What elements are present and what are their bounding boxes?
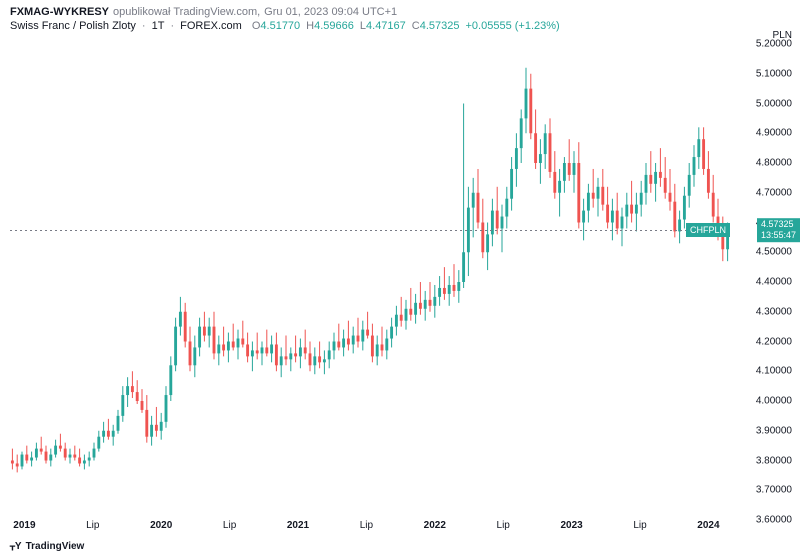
y-tick-label: 4.20000 (756, 336, 792, 347)
x-tick-label: Lip (633, 520, 646, 531)
y-tick-label: 4.50000 (756, 247, 792, 258)
x-tick-label: Lip (86, 520, 99, 531)
y-tick-label: 5.20000 (756, 39, 792, 50)
brand-text: TradingView (26, 541, 85, 552)
y-tick-label: 4.80000 (756, 158, 792, 169)
high-label: H (306, 20, 314, 32)
x-tick-label: 2019 (13, 520, 35, 531)
y-tick-label: 4.40000 (756, 277, 792, 288)
x-axis: 2019 Lip 2020 Lip 2021 Lip 2022 Lip 2023 Lip 2024 (10, 520, 730, 536)
x-tick-label: Lip (360, 520, 373, 531)
y-tick-label: 5.10000 (756, 68, 792, 79)
y-axis: 3.600003.700003.800003.900004.000004.100… (740, 44, 800, 520)
x-tick-label: 2021 (287, 520, 309, 531)
y-tick-label: 3.90000 (756, 425, 792, 436)
x-tick-label: 2023 (560, 520, 582, 531)
publisher: FXMAG-WYKRESY (10, 6, 109, 18)
close-value: 4.57325 (420, 20, 460, 32)
y-tick-label: 3.80000 (756, 455, 792, 466)
chart-header: FXMAG-WYKRESY opublikował TradingView.co… (0, 0, 800, 38)
y-tick-label: 4.10000 (756, 366, 792, 377)
header-top: FXMAG-WYKRESY opublikował TradingView.co… (10, 6, 790, 18)
high-value: 4.59666 (314, 20, 354, 32)
open-value: 4.51770 (260, 20, 300, 32)
y-tick-label: 4.30000 (756, 306, 792, 317)
footer-brand: ᚁY TradingView (10, 541, 84, 552)
symbol-badge: CHFPLN (686, 223, 730, 237)
source: FOREX.com (180, 20, 242, 32)
change-value: +0.05555 (+1.23%) (466, 20, 560, 32)
published-text: opublikował TradingView.com, (113, 6, 260, 18)
symbol-pair: Swiss Franc / Polish Zloty (10, 20, 136, 32)
x-tick-label: Lip (497, 520, 510, 531)
x-tick-label: 2022 (424, 520, 446, 531)
chart-area[interactable]: CHFPLN (10, 44, 730, 520)
price-badge: 4.5732513:55:47 (757, 219, 800, 243)
header-sub: Swiss Franc / Polish Zloty · 1T · FOREX.… (10, 20, 790, 32)
x-tick-label: 2020 (150, 520, 172, 531)
y-tick-label: 4.70000 (756, 187, 792, 198)
x-tick-label: 2024 (697, 520, 719, 531)
y-tick-label: 3.70000 (756, 485, 792, 496)
publish-date: Gru 01, 2023 09:04 UTC+1 (264, 6, 397, 18)
y-tick-label: 5.00000 (756, 98, 792, 109)
close-label: C (412, 20, 420, 32)
low-value: 4.47167 (366, 20, 406, 32)
interval: 1T (152, 20, 165, 32)
y-tick-label: 4.00000 (756, 396, 792, 407)
y-tick-label: 4.90000 (756, 128, 792, 139)
candlestick-chart (10, 44, 730, 520)
tradingview-icon: ᚁY (10, 541, 22, 552)
y-tick-label: 3.60000 (756, 515, 792, 526)
x-tick-label: Lip (223, 520, 236, 531)
